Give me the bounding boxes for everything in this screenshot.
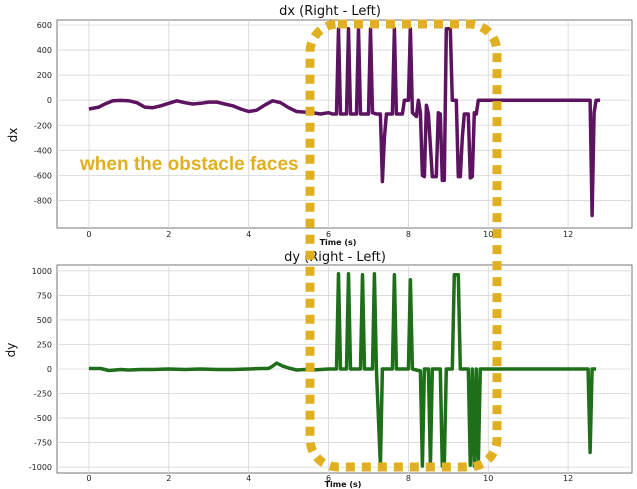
y-tick-label: 0	[47, 96, 52, 105]
y-tick-label: -500	[34, 414, 52, 423]
dy-chart-title: dy (Right - Left)	[284, 250, 386, 265]
y-tick-label: 1000	[32, 267, 52, 276]
x-tick-label: 8	[406, 474, 411, 483]
y-tick-label: 200	[37, 71, 52, 80]
y-tick-label: -200	[34, 121, 52, 130]
y-tick-label: 750	[37, 291, 52, 300]
x-tick-label: 2	[166, 474, 171, 483]
dx-series-line	[88, 27, 601, 218]
y-tick-label: 400	[37, 46, 52, 55]
y-tick-label: 600	[37, 21, 52, 30]
x-tick-label: 4	[246, 230, 251, 239]
y-tick-label: -1000	[29, 463, 52, 472]
x-tick-label: 6	[326, 474, 331, 483]
y-tick-label: -250	[34, 390, 52, 399]
x-tick-label: 12	[563, 474, 573, 483]
x-tick-label: 0	[86, 230, 91, 239]
x-tick-label: 10	[483, 230, 493, 239]
x-tick-label: 8	[406, 230, 411, 239]
dx-y-ticks: 600 400 200 0 -200 -400 -600 -800	[34, 21, 52, 205]
dy-y-ticks: 1000 750 500 250 0 -250 -500 -750 -1000	[29, 267, 52, 472]
dx-x-ticks: 0 2 4 6 8 10 12	[86, 230, 573, 239]
highlight-dashed-box	[305, 19, 502, 472]
dx-panel: dx (Right - Left) 600 400 200 0 -200 -400 -600…	[6, 4, 633, 247]
x-tick-label: 10	[483, 474, 493, 483]
dy-x-ticks: 0 2 4 6 8 10 12	[86, 474, 573, 483]
y-tick-label: -800	[34, 196, 52, 205]
x-tick-label: 2	[166, 230, 171, 239]
annotation-text: when the obstacle faces	[79, 154, 299, 175]
dy-y-axis-label: dy	[4, 343, 18, 358]
dx-y-axis-label: dx	[6, 128, 20, 143]
dx-plot-frame	[56, 19, 633, 229]
dx-grid	[57, 20, 632, 228]
y-tick-label: -600	[34, 171, 52, 180]
dy-series-line	[88, 272, 597, 468]
y-tick-label: -400	[34, 146, 52, 155]
y-tick-label: -750	[34, 439, 52, 448]
x-tick-label: 0	[86, 474, 91, 483]
dx-x-axis-label: Time (s)	[320, 238, 357, 247]
dy-panel: dy (Right - Left) 1000 750 500 250 0 -250 -500…	[4, 250, 633, 489]
dx-chart-title: dx (Right - Left)	[279, 4, 381, 19]
y-tick-label: 500	[37, 316, 52, 325]
x-tick-label: 4	[246, 474, 251, 483]
y-tick-label: 250	[37, 340, 52, 349]
x-tick-label: 12	[563, 230, 573, 239]
y-tick-label: 0	[47, 365, 52, 374]
dy-x-axis-label: Time (s)	[325, 480, 362, 489]
x-tick-label: 6	[326, 230, 331, 239]
